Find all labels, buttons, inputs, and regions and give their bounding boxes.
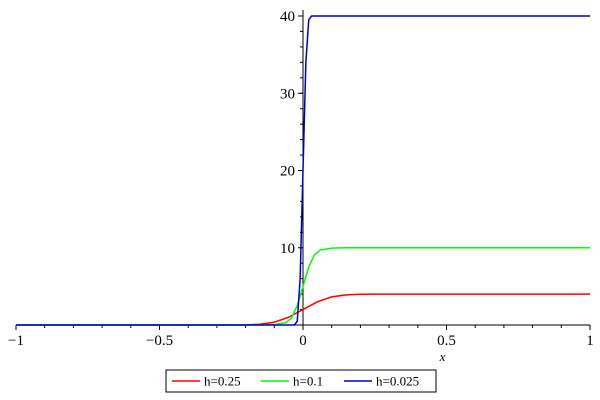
axes: −1 −0.5 0 0.5 1 10 20 30 40 x (8, 9, 594, 364)
y-ticks: 10 20 30 40 (280, 9, 303, 311)
x-tick-label: 0.5 (437, 333, 456, 349)
legend-label-2: h=0.025 (376, 374, 419, 389)
legend-box (165, 369, 437, 393)
y-tick-label: 30 (280, 86, 295, 102)
x-ticks: −1 −0.5 0 0.5 1 (8, 325, 594, 349)
y-tick-label: 40 (280, 9, 295, 25)
legend-label-0: h=0.25 (204, 374, 241, 389)
series-group (16, 15, 590, 326)
x-axis-label: x (439, 349, 446, 364)
x-tick-label: −0.5 (146, 333, 173, 349)
x-tick-label: 1 (586, 333, 594, 349)
legend: h=0.25 h=0.1 h=0.025 (165, 369, 437, 393)
y-tick-label: 20 (280, 164, 295, 180)
x-tick-label: 0 (299, 333, 307, 349)
series-line-2 (16, 15, 590, 326)
y-tick-label: 10 (280, 241, 295, 257)
legend-label-1: h=0.1 (293, 374, 323, 389)
x-tick-label: −1 (8, 333, 24, 349)
